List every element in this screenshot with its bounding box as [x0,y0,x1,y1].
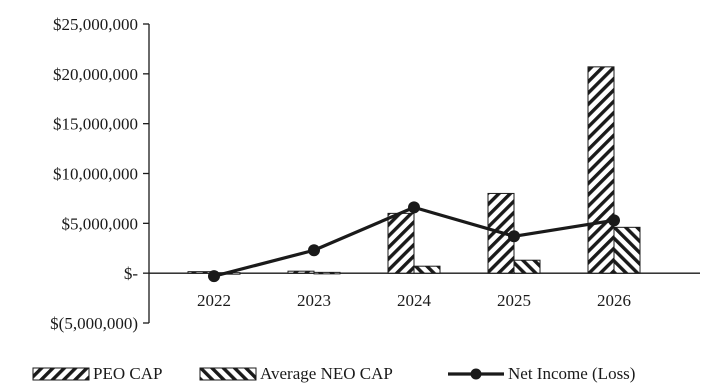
y-tick-label: $10,000,000 [53,165,138,184]
net-income-point [508,230,520,243]
legend: PEO CAP Average NEO CAP Net Income (Loss) [32,364,635,383]
net-income-line [208,201,620,283]
y-tick-label: $25,000,000 [53,15,138,34]
y-tick-label: $(5,000,000) [50,314,138,333]
y-tick-label: $20,000,000 [53,65,138,84]
y-tick-label: $- [124,264,139,283]
x-tick-label: 2024 [397,291,432,310]
average-neo-cap-bar [513,259,541,274]
net-income-point [408,201,420,214]
legend-label-peo-cap: PEO CAP [93,364,162,383]
legend-swatch-average-neo-cap [199,367,257,381]
net-income-point [208,270,220,283]
axes [143,23,700,324]
x-tick-label: 2026 [597,291,631,310]
average-neo-cap-bar [413,265,441,274]
tick-labels: $(5,000,000) $- $5,000,000 $10,000,000 $15,0… [50,15,631,333]
bars [187,66,641,275]
average-neo-cap-bar [313,271,341,275]
net-income-point [608,214,620,227]
legend-swatch-peo-cap [32,367,90,381]
peo-cap-bar [287,270,315,274]
y-tick-label: $15,000,000 [53,115,138,134]
y-tick-label: $5,000,000 [62,214,139,233]
legend-label-net-income: Net Income (Loss) [508,364,635,383]
x-tick-label: 2022 [197,291,231,310]
x-tick-label: 2023 [297,291,331,310]
average-neo-cap-bar [613,226,641,274]
net-income-point [308,244,320,257]
legend-label-average-neo-cap: Average NEO CAP [260,364,393,383]
x-tick-label: 2025 [497,291,531,310]
peo-cap-bar [587,66,615,274]
peo-cap-bar [387,212,415,274]
legend-swatch-net-income-marker [470,368,482,380]
